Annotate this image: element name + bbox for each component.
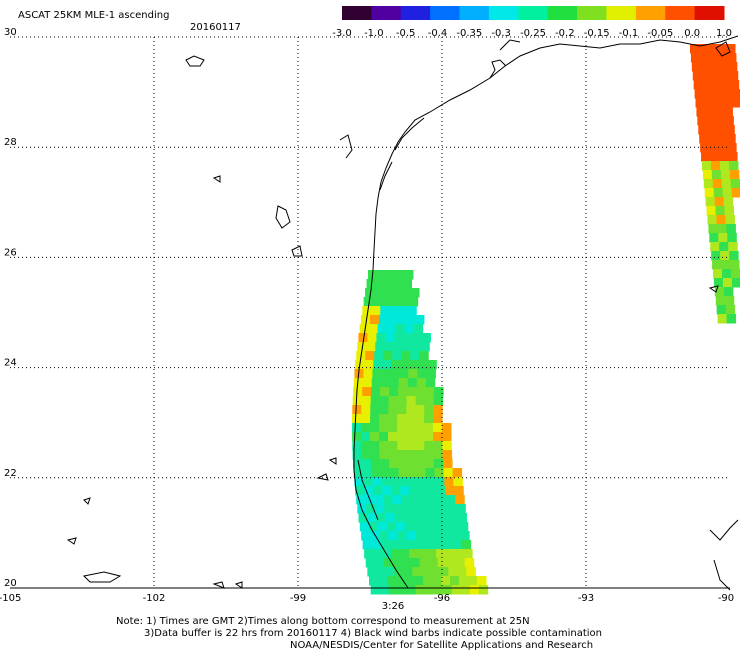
colorbar-tick-label: -0.3 xyxy=(491,28,511,39)
colorbar-swatch xyxy=(635,6,666,20)
colorbar-swatch xyxy=(430,6,461,20)
longitude-label: -105 xyxy=(0,593,21,604)
colorbar-tick-label: -0.05 xyxy=(647,28,673,39)
latitude-labels: 30 28 26 24 22 20 xyxy=(4,27,17,589)
latitude-label: 30 xyxy=(4,27,17,38)
colorbar-swatch xyxy=(577,6,607,20)
colorbar-swatch xyxy=(547,6,578,20)
longitude-label: -90 xyxy=(718,593,734,604)
colorbar-swatch xyxy=(400,6,431,20)
colorbar-tick-label: -0.2 xyxy=(555,28,575,39)
colorbar-tick-label: -0.4 xyxy=(428,28,448,39)
colorbar-tick-label: -1.0 xyxy=(364,28,384,39)
colorbar: -3.0 -1.0 -0.5 -0.4 -0.35 -0.3 -0.25 -0.2 -0.15-… xyxy=(332,6,732,39)
latitude-label: 20 xyxy=(4,578,17,589)
colorbar-tick-label: -0.35 xyxy=(456,28,482,39)
colorbar-swatch xyxy=(606,6,637,20)
colorbar-tick-label: -3.0 xyxy=(332,28,352,39)
latitude-label: 24 xyxy=(4,358,17,369)
longitude-label: -96 xyxy=(434,593,450,604)
colorbar-tick-label: -0.1 xyxy=(619,28,639,39)
longitude-labels: -105 -102 -99 -96 -93 -90 xyxy=(0,593,734,604)
colorbar-tick-label: -0.15 xyxy=(584,28,610,39)
colorbar-swatch xyxy=(342,6,372,20)
latitude-label: 26 xyxy=(4,247,17,258)
coastline xyxy=(339,35,739,591)
colorbar-swatch xyxy=(694,6,725,20)
colorbar-swatch xyxy=(459,6,490,20)
colorbar-tick-label: 0.0 xyxy=(684,28,700,39)
latitude-label: 22 xyxy=(4,468,17,479)
colorbar-swatch xyxy=(518,6,549,20)
map-title: ASCAT 25KM MLE-1 ascending xyxy=(18,10,169,21)
note-line-1: Note: 1) Times are GMT 2)Times along bot… xyxy=(116,616,530,627)
colorbar-tick-label: -0.5 xyxy=(396,28,416,39)
colorbar-tick-label: -0.25 xyxy=(520,28,546,39)
time-label: 3:26 xyxy=(382,601,404,612)
map-date: 20160117 xyxy=(190,22,241,33)
latitude-label: 28 xyxy=(4,137,17,148)
note-line-2: 3)Data buffer is 22 hrs from 20160117 4)… xyxy=(144,628,602,639)
longitude-label: -99 xyxy=(290,593,306,604)
note-line-3: NOAA/NESDIS/Center for Satellite Applica… xyxy=(290,640,593,650)
colorbar-swatch xyxy=(488,6,519,20)
lat-lon-grid xyxy=(10,36,730,589)
wind-swath-data xyxy=(351,44,740,595)
colorbar-tick-label: 1.0 xyxy=(716,28,732,39)
colorbar-swatch xyxy=(371,6,402,20)
lakes-islands xyxy=(66,41,731,589)
longitude-label: -102 xyxy=(143,593,166,604)
colorbar-swatch xyxy=(665,6,696,20)
longitude-label: -93 xyxy=(578,593,594,604)
